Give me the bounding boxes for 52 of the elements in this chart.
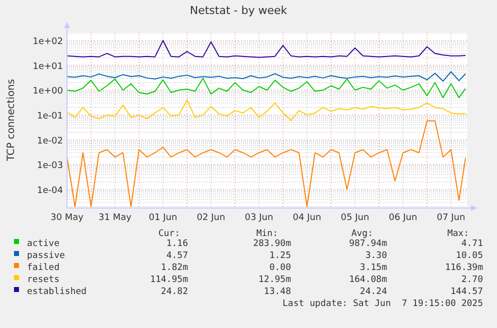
y-tick-label: 1e+01 <box>32 62 63 72</box>
text: 13.48 <box>264 287 291 297</box>
x-tick-label: 06 Jun <box>388 213 418 223</box>
text: 3.15m <box>360 263 387 273</box>
y-tick-label: 1e-03 <box>37 161 63 172</box>
y-tick-label: 1e+00 <box>32 86 64 97</box>
text: 144.57 <box>450 287 483 297</box>
text: 4.71 <box>461 239 483 249</box>
y-tick-label: 1e-01 <box>37 111 63 122</box>
text: Min: <box>256 229 278 239</box>
text: 4.57 <box>166 251 188 261</box>
x-tick-label: 05 Jun <box>340 213 370 223</box>
y-axis-title: TCP connections <box>6 78 17 162</box>
legend-label: passive <box>27 251 65 261</box>
text: 1.25 <box>269 251 291 261</box>
chart-title: Netstat - by week <box>190 4 288 17</box>
line-series <box>66 40 466 58</box>
text: 2.70 <box>461 275 483 285</box>
text: 1.82m <box>160 263 188 273</box>
y-tick-label: 1e+02 <box>32 37 63 47</box>
text: 24.24 <box>360 287 387 297</box>
y-tick-label: 1e-04 <box>37 186 64 196</box>
x-tick-label: 01 Jun <box>148 213 178 223</box>
text: 164.08m <box>349 275 387 285</box>
text: 10.05 <box>456 251 483 261</box>
y-tick-label: 1e-02 <box>37 136 63 146</box>
x-tick-label: 31 May <box>98 213 132 223</box>
text: 3.30 <box>365 251 387 261</box>
text: 24.82 <box>160 287 188 297</box>
text: 114.95m <box>150 275 188 285</box>
text: Max: <box>447 229 469 239</box>
text: Last update: Sat Jun 7 19:15:00 2025 <box>282 299 483 309</box>
x-tick-label: 04 Jun <box>292 213 322 223</box>
legend-label: resets <box>27 275 60 285</box>
x-tick-label: 07 Jun <box>436 213 466 223</box>
line-series <box>66 120 466 208</box>
legend-label: established <box>27 287 87 297</box>
x-tick-label: 30 May <box>50 213 84 223</box>
text: 1.16 <box>166 239 188 249</box>
line-series <box>66 71 466 82</box>
text: Avg: <box>351 229 373 239</box>
line-series <box>66 78 466 98</box>
x-tick-label: 02 Jun <box>196 213 226 223</box>
text: 0.00 <box>269 263 291 273</box>
legend-label: active <box>27 239 60 249</box>
text: 116.39m <box>445 263 483 273</box>
x-tick-label: 03 Jun <box>244 213 274 223</box>
text: 12.95m <box>258 275 291 285</box>
legend-label: failed <box>27 263 60 273</box>
text: 283.90m <box>253 239 291 249</box>
text: 987.94m <box>349 239 387 249</box>
text: Cur: <box>158 229 180 239</box>
